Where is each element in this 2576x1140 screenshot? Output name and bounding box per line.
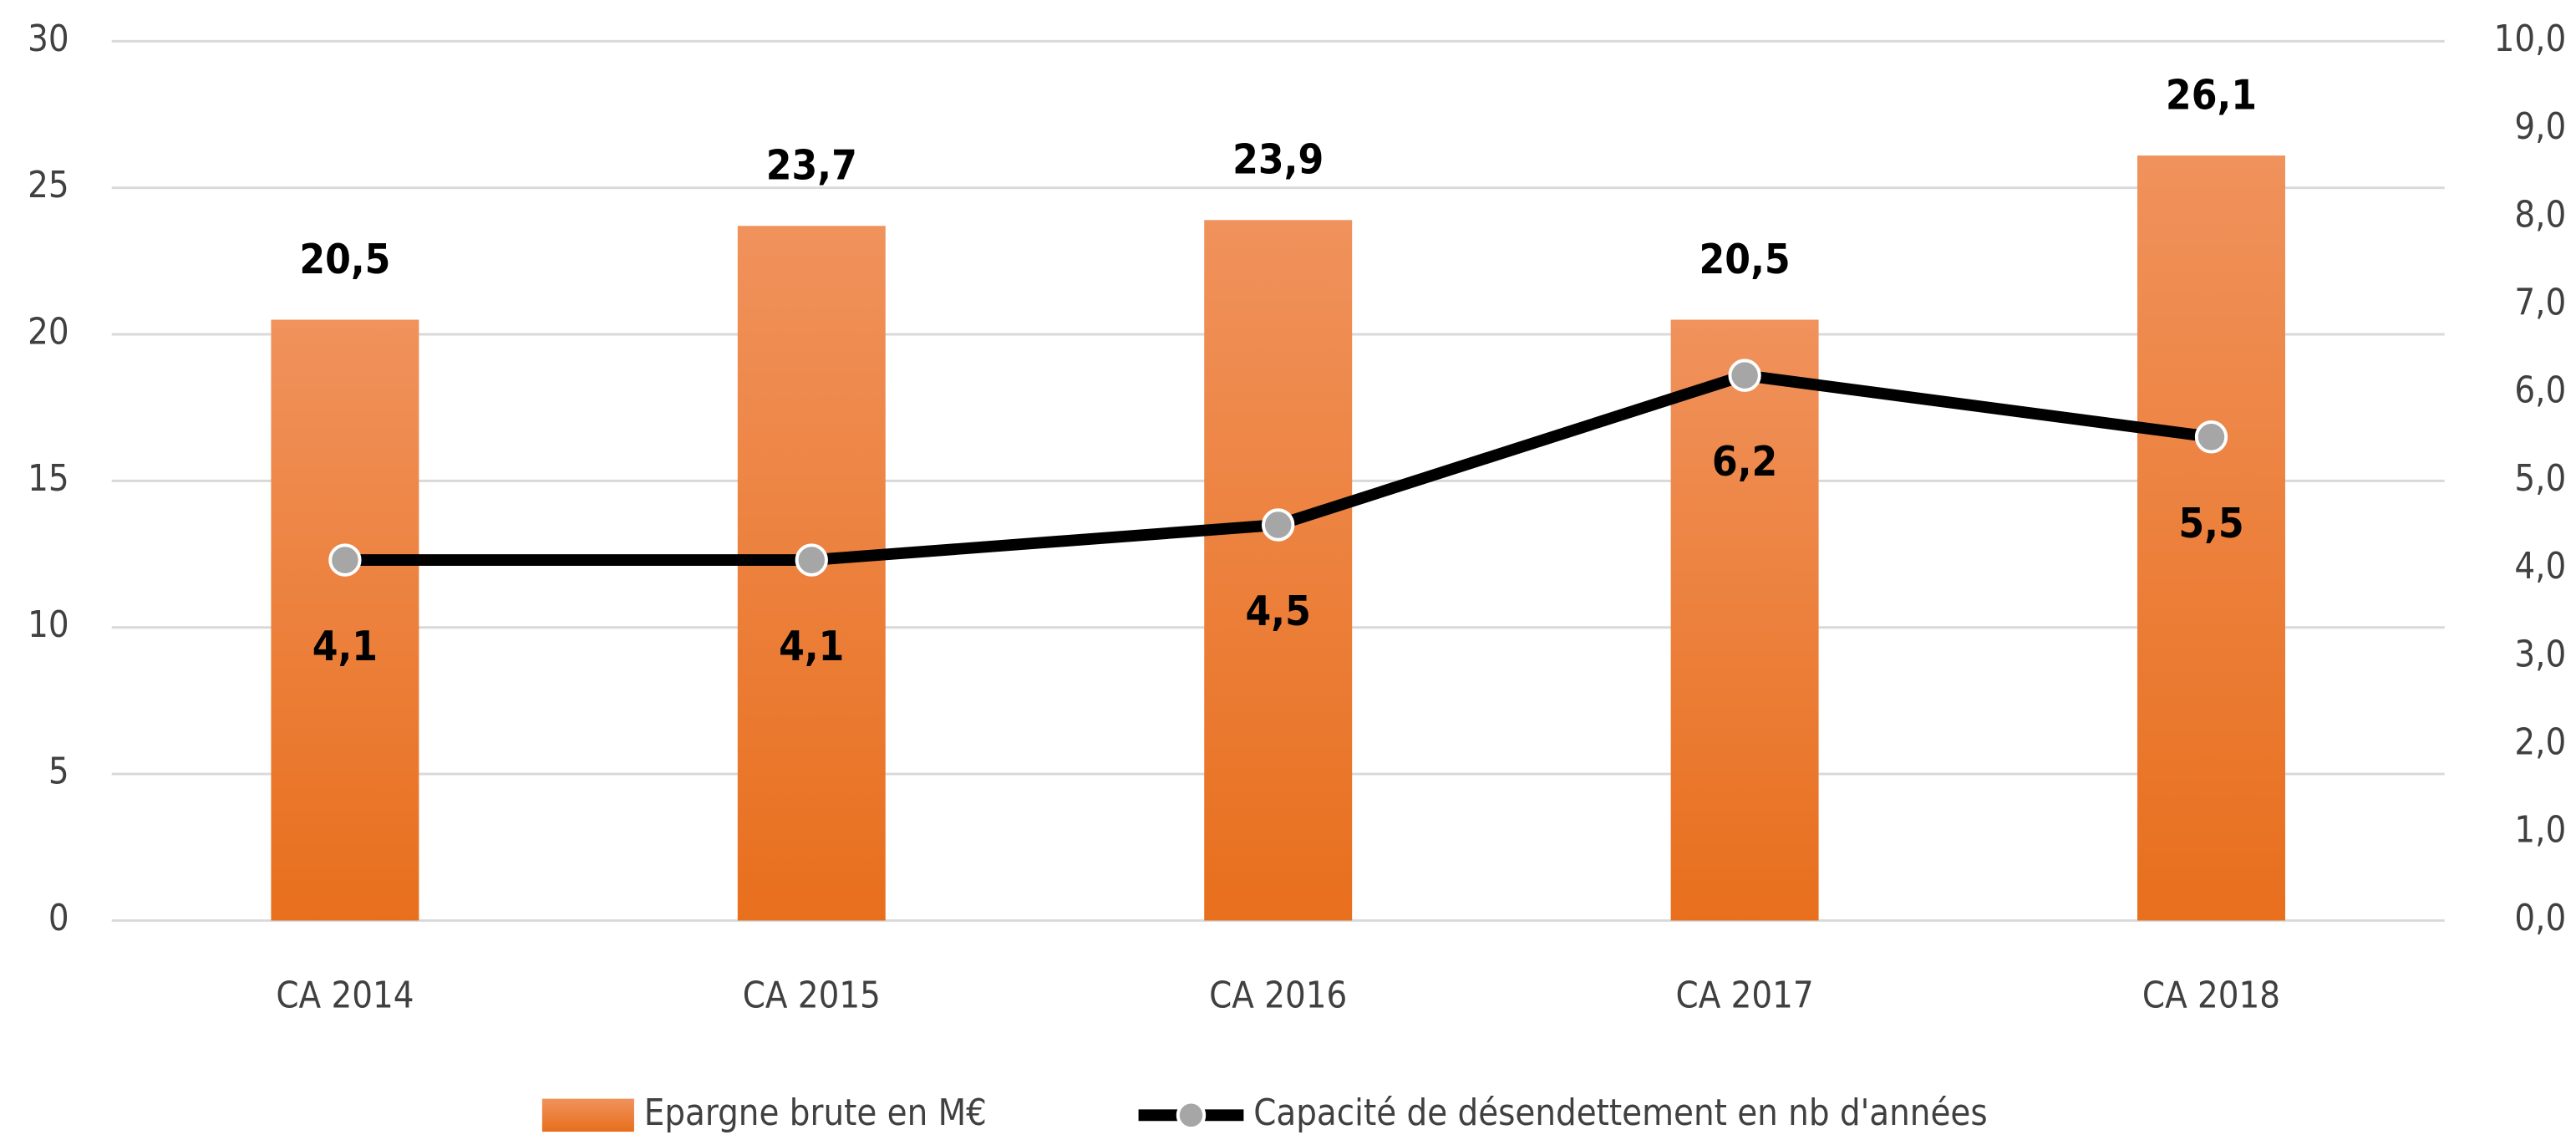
line-value-label: 4,5 <box>1246 587 1311 635</box>
line-marker <box>1262 508 1295 542</box>
bar-value-label: 26,1 <box>2166 70 2257 119</box>
line-marker <box>328 543 362 577</box>
x-tick-label: CA 2016 <box>1209 975 1347 1017</box>
bar <box>271 319 419 921</box>
y2-tick-label: 3,0 <box>2514 634 2566 675</box>
x-tick-label: CA 2015 <box>743 975 881 1017</box>
y2-tick-label: 10,0 <box>2494 18 2567 60</box>
y2-tick-label: 1,0 <box>2514 810 2566 852</box>
x-tick-label: CA 2017 <box>1676 975 1814 1017</box>
y-tick-label: 25 <box>28 165 69 206</box>
y2-tick-label: 4,0 <box>2514 546 2566 588</box>
y2-tick-label: 0,0 <box>2514 898 2566 939</box>
line-value-label: 4,1 <box>312 622 378 670</box>
line-value-label: 5,5 <box>2178 499 2243 547</box>
bar-value-label: 23,7 <box>766 141 857 190</box>
line-marker <box>795 543 828 577</box>
line-value-label: 4,1 <box>779 622 844 670</box>
legend-swatch <box>541 1098 634 1132</box>
bar <box>2137 155 2285 921</box>
line-marker <box>2194 420 2228 454</box>
y2-tick-label: 7,0 <box>2514 282 2566 323</box>
y2-tick-label: 9,0 <box>2514 106 2566 148</box>
bar <box>1204 220 1353 921</box>
legend-marker <box>1176 1100 1207 1131</box>
y-tick-label: 30 <box>28 18 69 60</box>
y-tick-label: 15 <box>28 458 69 500</box>
y2-tick-label: 5,0 <box>2514 458 2566 500</box>
y-tick-label: 20 <box>28 311 69 353</box>
y-tick-label: 5 <box>48 751 69 793</box>
legend-label: Epargne brute en M€ <box>644 1092 987 1134</box>
y2-tick-label: 6,0 <box>2514 370 2566 412</box>
bar-value-label: 23,9 <box>1232 135 1324 184</box>
x-tick-label: CA 2014 <box>276 975 414 1017</box>
legend-label: Capacité de désendettement en nb d'année… <box>1253 1092 1987 1134</box>
x-tick-label: CA 2018 <box>2142 975 2280 1017</box>
bar-value-label: 20,5 <box>299 235 390 283</box>
bar-value-label: 20,5 <box>1700 235 1791 283</box>
bar <box>1670 319 1819 921</box>
line-marker <box>1728 359 1761 392</box>
y2-tick-label: 2,0 <box>2514 721 2566 763</box>
y-tick-label: 10 <box>28 604 69 646</box>
line-value-label: 6,2 <box>1712 437 1777 486</box>
y-tick-label: 0 <box>48 898 69 939</box>
y2-tick-label: 8,0 <box>2514 194 2566 236</box>
